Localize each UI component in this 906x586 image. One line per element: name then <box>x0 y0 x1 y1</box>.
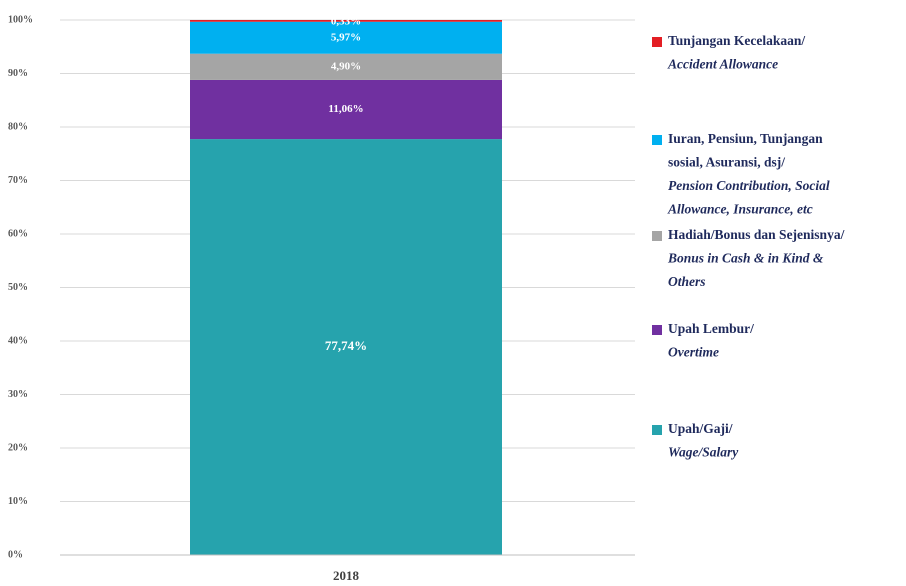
y-tick-label: 100% <box>8 14 33 25</box>
y-tick-label: 60% <box>8 228 28 239</box>
y-tick-label: 70% <box>8 175 28 186</box>
legend-swatch <box>652 425 662 435</box>
legend-label: Hadiah/Bonus dan Sejenisnya/ <box>668 227 845 242</box>
x-tick-label: 2018 <box>333 568 360 583</box>
legend-label: Accident Allowance <box>667 57 778 72</box>
y-tick-label: 50% <box>8 282 28 293</box>
legend-label: Upah/Gaji/ <box>668 421 733 436</box>
legend-label: Pension Contribution, Social <box>668 178 830 193</box>
legend-label: sosial, Asuransi, dsj/ <box>668 155 785 170</box>
y-tick-label: 30% <box>8 389 28 400</box>
data-label: 0,33% <box>331 16 361 28</box>
data-label: 4,90% <box>331 60 361 72</box>
legend-label: Overtime <box>668 345 719 360</box>
bar-segment <box>190 79 502 140</box>
legend-label: Others <box>668 274 706 289</box>
y-tick-label: 90% <box>8 68 28 79</box>
y-tick-label: 10% <box>8 496 28 507</box>
y-tick-label: 80% <box>8 121 28 132</box>
legend-label: Wage/Salary <box>668 445 739 460</box>
legend-label: Allowance, Insurance, etc <box>667 202 813 217</box>
bar-segment <box>190 21 502 54</box>
data-label: 11,06% <box>328 103 363 115</box>
legend-label: Tunjangan Kecelakaan/ <box>668 33 805 48</box>
legend-label: Bonus in Cash & in Kind & <box>667 251 824 266</box>
bar-segment <box>190 20 502 22</box>
legend-swatch <box>652 325 662 335</box>
bar-segment <box>190 53 502 80</box>
legend-label: Upah Lembur/ <box>668 321 754 336</box>
legend-swatch <box>652 231 662 241</box>
legend-label: Iuran, Pensiun, Tunjangan <box>668 131 823 146</box>
data-label: 77,74% <box>325 338 367 353</box>
y-tick-label: 20% <box>8 442 28 453</box>
y-tick-label: 40% <box>8 335 28 346</box>
data-label: 5,97% <box>331 31 361 43</box>
bar-segment <box>190 139 502 555</box>
y-tick-label: 0% <box>8 549 23 560</box>
legend-swatch <box>652 37 662 47</box>
legend-swatch <box>652 135 662 145</box>
